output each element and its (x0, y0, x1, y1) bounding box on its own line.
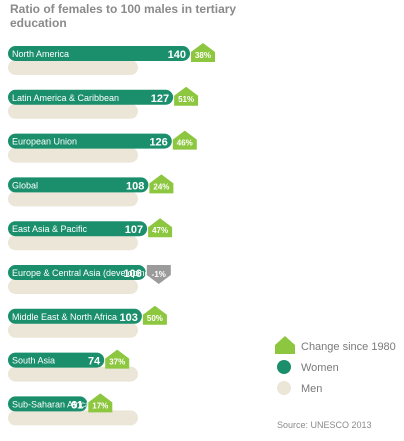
change-up-badge (191, 43, 215, 62)
category-label: Sub-Saharan Africa (12, 399, 90, 409)
women-value-label: 127 (151, 93, 169, 105)
men-bar (8, 60, 138, 75)
change-value-label: 51% (178, 95, 194, 104)
women-bar (8, 46, 190, 61)
source-note: Source: UNESCO 2013 (277, 420, 372, 430)
women-bar (8, 396, 88, 412)
category-label: North America (12, 49, 69, 59)
women-bar (8, 89, 174, 105)
change-value-label: 46% (177, 139, 193, 148)
change-value-label: 37% (109, 358, 125, 367)
change-value-label: 24% (153, 182, 169, 191)
women-value-label: 61 (71, 399, 83, 411)
men-bar (8, 366, 138, 382)
legend-change-label: Change since 1980 (301, 341, 396, 353)
men-bar (8, 322, 138, 338)
category-label: East Asia & Pacific (12, 224, 88, 234)
change-up-badge (142, 305, 167, 325)
legend-women-label: Women (301, 362, 339, 374)
women-value-label: 140 (168, 49, 186, 61)
change-icon (275, 336, 295, 354)
legend: Change since 1980 Women Men (275, 336, 396, 395)
women-bar (8, 177, 149, 193)
men-bar (8, 235, 138, 251)
legend-men-label: Men (301, 383, 322, 395)
change-value-label: 47% (152, 226, 168, 235)
change-up-badge (105, 349, 130, 369)
change-up-badge (148, 218, 173, 238)
women-bar (8, 308, 142, 324)
category-label: Global (12, 180, 38, 190)
women-value-label: 108 (126, 180, 144, 192)
category-label: Latin America & Caribbean (12, 93, 119, 103)
category-label: Europe & Central Asia (developing) (12, 268, 153, 278)
category-label: European Union (12, 137, 77, 147)
chart-title: Ratio of females to 100 males in tertiar… (10, 2, 237, 30)
men-bar (8, 191, 138, 207)
men-bar (8, 147, 138, 163)
women-value-label: 107 (125, 224, 143, 236)
change-up-badge (172, 130, 197, 150)
change-value-label: 17% (92, 401, 108, 410)
men-bar (8, 103, 138, 119)
change-value-label: -1% (152, 270, 166, 279)
category-label: Middle East & North Africa (12, 312, 117, 322)
women-bar (8, 221, 148, 237)
women-value-label: 103 (120, 312, 138, 324)
women-bar (8, 352, 105, 368)
women-value-label: 126 (149, 137, 167, 149)
category-label: South Asia (12, 356, 55, 366)
change-value-label: 38% (195, 51, 211, 60)
men-legend-swatch (277, 381, 291, 395)
women-legend-swatch (277, 360, 291, 374)
men-bar (8, 410, 138, 426)
change-up-badge (88, 393, 113, 413)
change-value-label: 50% (147, 314, 163, 323)
change-up-badge (149, 174, 174, 194)
change-down-badge (146, 265, 171, 284)
women-value-label: 74 (88, 356, 101, 368)
change-up-badge (174, 86, 199, 106)
bars-layer: North America 140 38% Latin America & Carib… (8, 43, 215, 426)
women-value-label: 106 (123, 268, 141, 280)
women-bar (8, 265, 146, 280)
women-bar (8, 133, 172, 149)
men-bar (8, 279, 138, 294)
